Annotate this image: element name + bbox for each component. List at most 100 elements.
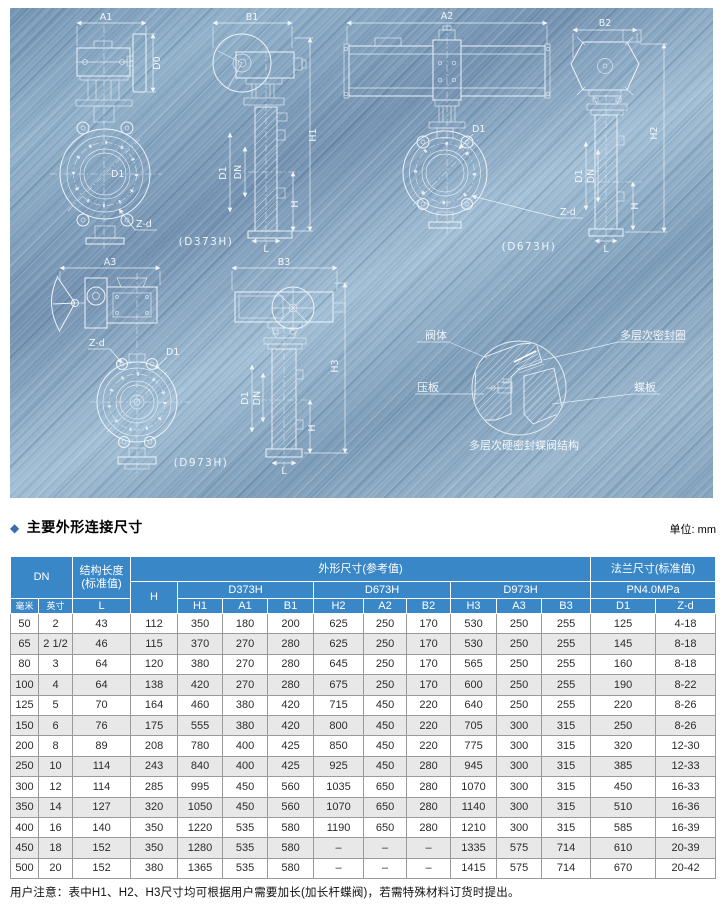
unit-label: 单位: mm bbox=[669, 524, 716, 536]
table-cell: 715 bbox=[313, 694, 365, 716]
table-cell: 220 bbox=[406, 714, 452, 737]
table-cell: 530 bbox=[450, 612, 498, 635]
table-cell: 640 bbox=[450, 694, 498, 716]
valve-drawings: A1 D0 bbox=[50, 11, 686, 477]
table-cell: 580 bbox=[267, 857, 315, 880]
dim-label-d1-side-673: D1 bbox=[574, 169, 585, 182]
table-cell: 1035 bbox=[313, 776, 365, 798]
table-cell: 385 bbox=[590, 755, 657, 778]
table-cell: 420 bbox=[267, 714, 315, 737]
section-heading: ◆ 主要外形连接尺寸 单位: mm bbox=[10, 517, 716, 537]
table-cell: 800 bbox=[313, 714, 365, 737]
dim-label-zd: Z-d bbox=[136, 219, 152, 230]
table-cell: 200 bbox=[267, 612, 315, 635]
header-h2: H2 bbox=[313, 598, 365, 614]
table-cell: 65 bbox=[10, 633, 39, 655]
table-cell: 8-22 bbox=[655, 674, 717, 696]
table-cell: 315 bbox=[541, 714, 592, 737]
dim-label-b3: B3 bbox=[278, 257, 291, 268]
table-cell: 300 bbox=[496, 735, 543, 757]
detail-label-disc: 蝶板 bbox=[634, 380, 656, 394]
table-cell: 580 bbox=[267, 837, 315, 859]
table-cell: 1070 bbox=[313, 796, 365, 818]
table-cell: 243 bbox=[130, 755, 179, 778]
table-cell: 270 bbox=[222, 633, 269, 655]
table-cell: 20-42 bbox=[655, 857, 717, 880]
table-cell: 320 bbox=[590, 735, 657, 757]
drawing-d973h: A3 Z-d D1 bbox=[51, 257, 348, 477]
table-cell: 250 bbox=[496, 674, 543, 696]
header-model-d373h: D373H bbox=[177, 581, 315, 599]
table-cell: 250 bbox=[590, 714, 657, 737]
table-cell: 255 bbox=[541, 653, 592, 676]
table-cell: 64 bbox=[72, 674, 132, 696]
table-cell: 5 bbox=[37, 694, 74, 716]
seal-detail: 阀体 多层次密封圈 压板 蝶板 多层次硬密封蝶阀结构 bbox=[415, 328, 686, 452]
table-cell: 80 bbox=[10, 653, 39, 676]
table-cell: 780 bbox=[177, 735, 224, 757]
drawing-d673h: A2 bbox=[343, 11, 667, 255]
table-cell: 535 bbox=[222, 816, 269, 839]
table-body: 50 2 43 112 350 180 200 625 250 170 530 250 255 125 4-… bbox=[10, 612, 717, 880]
table-cell: 170 bbox=[406, 633, 452, 655]
table-cell: 560 bbox=[267, 776, 315, 798]
table-cell: 250 bbox=[496, 612, 543, 635]
header-h1: H1 bbox=[177, 598, 224, 614]
table-cell: 190 bbox=[590, 674, 657, 696]
dim-label-a2: A2 bbox=[441, 11, 454, 22]
dim-label-d1-front-973: D1 bbox=[166, 347, 179, 358]
table-row: 350 14 127 320 1050 450 560 1070 650 280 1140 300 31… bbox=[10, 796, 717, 818]
table-row: 65 2 1/2 46 115 370 270 280 625 250 170 530 250 255 1… bbox=[10, 633, 717, 655]
table-cell: 250 bbox=[496, 633, 543, 655]
dim-label-d1-side: D1 bbox=[218, 166, 229, 179]
table-row: 300 12 114 285 995 450 560 1035 650 280 1070 300 315… bbox=[10, 776, 717, 798]
dim-label-d1-front-673: D1 bbox=[472, 124, 485, 135]
table-cell: 535 bbox=[222, 857, 269, 880]
table-cell: 175 bbox=[130, 714, 179, 737]
table-cell: – bbox=[363, 857, 408, 880]
table-cell: 420 bbox=[267, 694, 315, 716]
header-a3: A3 bbox=[496, 598, 543, 614]
table-cell: 4-18 bbox=[655, 612, 717, 635]
table-cell: – bbox=[406, 857, 452, 880]
table-cell: 2 1/2 bbox=[37, 633, 74, 655]
table-cell: 650 bbox=[363, 776, 408, 798]
table-cell: 370 bbox=[177, 633, 224, 655]
table-cell: 380 bbox=[222, 694, 269, 716]
table-cell: 18 bbox=[37, 837, 74, 859]
table-cell: 16-36 bbox=[655, 796, 717, 818]
section-title-text: 主要外形连接尺寸 bbox=[26, 519, 143, 535]
table-cell: 114 bbox=[72, 776, 132, 798]
table-cell: 400 bbox=[222, 755, 269, 778]
table-cell: 425 bbox=[267, 755, 315, 778]
table-cell: – bbox=[406, 837, 452, 859]
table-cell: 255 bbox=[541, 633, 592, 655]
table-cell: 450 bbox=[10, 837, 39, 859]
table-cell: 250 bbox=[363, 612, 408, 635]
table-cell: 76 bbox=[72, 714, 132, 737]
table-cell: 575 bbox=[496, 857, 543, 880]
table-cell: 530 bbox=[450, 633, 498, 655]
dim-label-h3: H3 bbox=[330, 359, 341, 372]
table-cell: 100 bbox=[10, 674, 39, 696]
table-cell: 138 bbox=[130, 674, 179, 696]
table-cell: 170 bbox=[406, 612, 452, 635]
table-header: DN 结构长度 (标准值) 外形尺寸(参考值) 法兰尺寸(标准值) H D373… bbox=[9, 556, 717, 614]
table-cell: 400 bbox=[10, 816, 39, 839]
table-cell: 1050 bbox=[177, 796, 224, 818]
table-row: 100 4 64 138 420 270 280 675 250 170 600 250 255 190 8… bbox=[10, 674, 717, 696]
drawing-d373h: A1 D0 bbox=[50, 12, 319, 255]
table-cell: 450 bbox=[222, 796, 269, 818]
table-cell: 46 bbox=[72, 633, 132, 655]
header-mm: 毫米 bbox=[10, 598, 39, 614]
table-cell: 714 bbox=[541, 857, 592, 880]
table-cell: 150 bbox=[10, 714, 39, 737]
table-cell: 220 bbox=[406, 694, 452, 716]
table-cell: 152 bbox=[72, 837, 132, 859]
table-cell: 125 bbox=[10, 694, 39, 716]
table-cell: 300 bbox=[496, 816, 543, 839]
table-cell: 300 bbox=[496, 714, 543, 737]
dimensions-table: DN 结构长度 (标准值) 外形尺寸(参考值) 法兰尺寸(标准值) H D373… bbox=[9, 556, 717, 880]
table-cell: 10 bbox=[37, 755, 74, 778]
table-cell: 8-18 bbox=[655, 633, 717, 655]
